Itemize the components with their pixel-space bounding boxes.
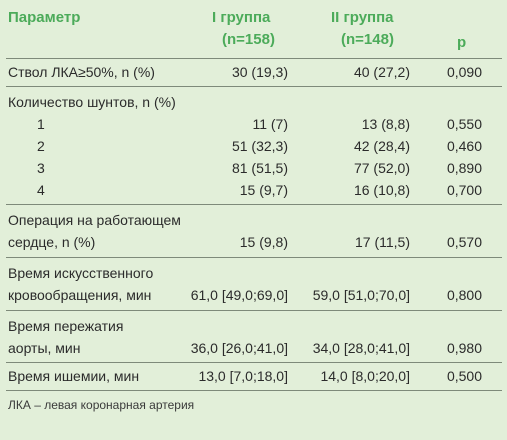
- row-group1-value: 51 (32,3): [231, 138, 288, 154]
- row-sublabel: 3: [37, 160, 45, 176]
- row-group2-value: 42 (28,4): [353, 138, 410, 154]
- row-group1-value: 30 (19,3): [231, 64, 288, 80]
- row-group2-value: 59,0 [51,0;70,0]: [312, 287, 410, 303]
- row-p-value: 0,800: [446, 287, 482, 303]
- row-group1-value: 81 (51,5): [231, 160, 288, 176]
- row-group1-value: 13,0 [7,0;18,0]: [198, 368, 288, 384]
- row-p-value: 0,460: [446, 138, 482, 154]
- row-p-value: 0,500: [446, 368, 482, 384]
- row-p-value: 0,570: [446, 234, 482, 250]
- row-p-value: 0,700: [446, 182, 482, 198]
- row-p-value: 0,090: [446, 64, 482, 80]
- row-group2-value: 14,0 [8,0;20,0]: [320, 368, 410, 384]
- row-group2-value: 13 (8,8): [361, 116, 410, 132]
- header-p: p: [457, 34, 467, 51]
- row-group2-value: 40 (27,2): [353, 64, 410, 80]
- row-label: Ствол ЛКА≥50%, n (%): [8, 64, 155, 80]
- row-label: Время ишемии, мин: [8, 368, 140, 384]
- row-group2-value: 77 (52,0): [353, 160, 410, 176]
- footnote: ЛКА – левая коронарная артерия: [8, 398, 195, 412]
- row-sublabel: 4: [37, 182, 45, 198]
- row-group1-value: 11 (7): [252, 116, 288, 132]
- header-group2-n: (n=148): [341, 31, 394, 48]
- divider: [6, 58, 502, 59]
- row-label: Время искусственного: [8, 265, 154, 281]
- row-label: Операция на работающем: [8, 212, 181, 228]
- divider: [6, 390, 502, 391]
- row-sublabel: 1: [37, 116, 45, 132]
- divider: [6, 257, 502, 258]
- row-group1-value: 36,0 [26,0;41,0]: [190, 340, 288, 356]
- divider: [6, 86, 502, 87]
- header-group1-name: I группа: [212, 9, 271, 26]
- row-group2-value: 17 (11,5): [355, 234, 410, 250]
- row-group1-value: 15 (9,7): [239, 182, 288, 198]
- divider: [6, 310, 502, 311]
- row-sublabel: 2: [37, 138, 45, 154]
- header-group2-name: II группа: [331, 9, 394, 26]
- row-p-value: 0,980: [446, 340, 482, 356]
- header-param: Параметр: [8, 9, 81, 26]
- table-header: Параметр I группа (n=158) II группа (n=1…: [0, 0, 507, 56]
- row-label: Время пережатия: [8, 318, 124, 334]
- row-group2-value: 16 (10,8): [353, 182, 410, 198]
- row-group1-value: 61,0 [49,0;69,0]: [190, 287, 288, 303]
- row-label: Количество шунтов, n (%): [8, 94, 176, 110]
- row-label-cont: сердце, n (%): [8, 234, 96, 250]
- divider: [6, 204, 502, 205]
- divider: [6, 362, 502, 363]
- header-group1-n: (n=158): [222, 31, 275, 48]
- row-group1-value: 15 (9,8): [239, 234, 288, 250]
- row-label-cont: кровообращения, мин: [8, 287, 152, 303]
- row-p-value: 0,890: [446, 160, 482, 176]
- row-p-value: 0,550: [446, 116, 482, 132]
- row-label-cont: аорты, мин: [8, 340, 81, 356]
- row-group2-value: 34,0 [28,0;41,0]: [312, 340, 410, 356]
